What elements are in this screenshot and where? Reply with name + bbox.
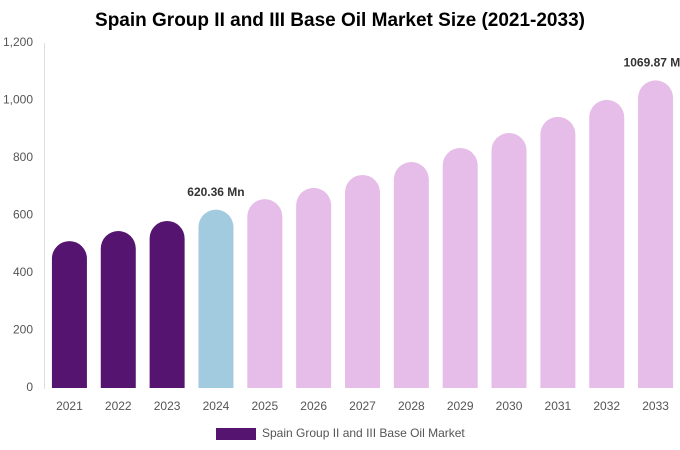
bar [540, 116, 576, 388]
bar [51, 241, 87, 388]
bar [491, 132, 527, 388]
y-tick-label: 400 [13, 265, 33, 279]
x-tick-label: 2021 [56, 399, 83, 413]
bar [100, 231, 136, 388]
x-tick-label: 2026 [300, 399, 327, 413]
x-tick-label: 2023 [154, 399, 181, 413]
x-tick-label: 2030 [496, 399, 523, 413]
bar [589, 99, 625, 389]
x-tick-label: 2032 [593, 399, 620, 413]
y-tick-label: 0 [26, 380, 33, 394]
legend-label: Spain Group II and III Base Oil Market [262, 426, 465, 440]
x-tick-label: 2025 [251, 399, 278, 413]
y-tick-label: 600 [13, 208, 33, 222]
bar [247, 199, 283, 388]
x-tick-label: 2027 [349, 399, 376, 413]
chart-title: Spain Group II and III Base Oil Market S… [95, 10, 585, 31]
x-tick-label: 2033 [642, 399, 669, 413]
data-label: 1069.87 Mn [624, 56, 680, 70]
data-label: 620.36 Mn [187, 185, 244, 199]
bar [345, 174, 380, 388]
bar [442, 147, 478, 388]
y-tick-label: 800 [13, 150, 33, 164]
x-tick-label: 2028 [398, 399, 425, 413]
bar [296, 187, 332, 388]
bar [638, 80, 674, 388]
bar [149, 220, 185, 388]
x-tick-label: 2029 [447, 399, 474, 413]
y-tick-label: 1,000 [3, 93, 33, 107]
bar [198, 209, 234, 388]
x-tick-label: 2022 [105, 399, 132, 413]
y-tick-label: 200 [13, 323, 33, 337]
legend-swatch [216, 428, 256, 440]
x-tick-label: 2024 [203, 399, 230, 413]
y-tick-label: 1,200 [3, 35, 33, 49]
x-tick-label: 2031 [545, 399, 572, 413]
bar [393, 162, 429, 388]
